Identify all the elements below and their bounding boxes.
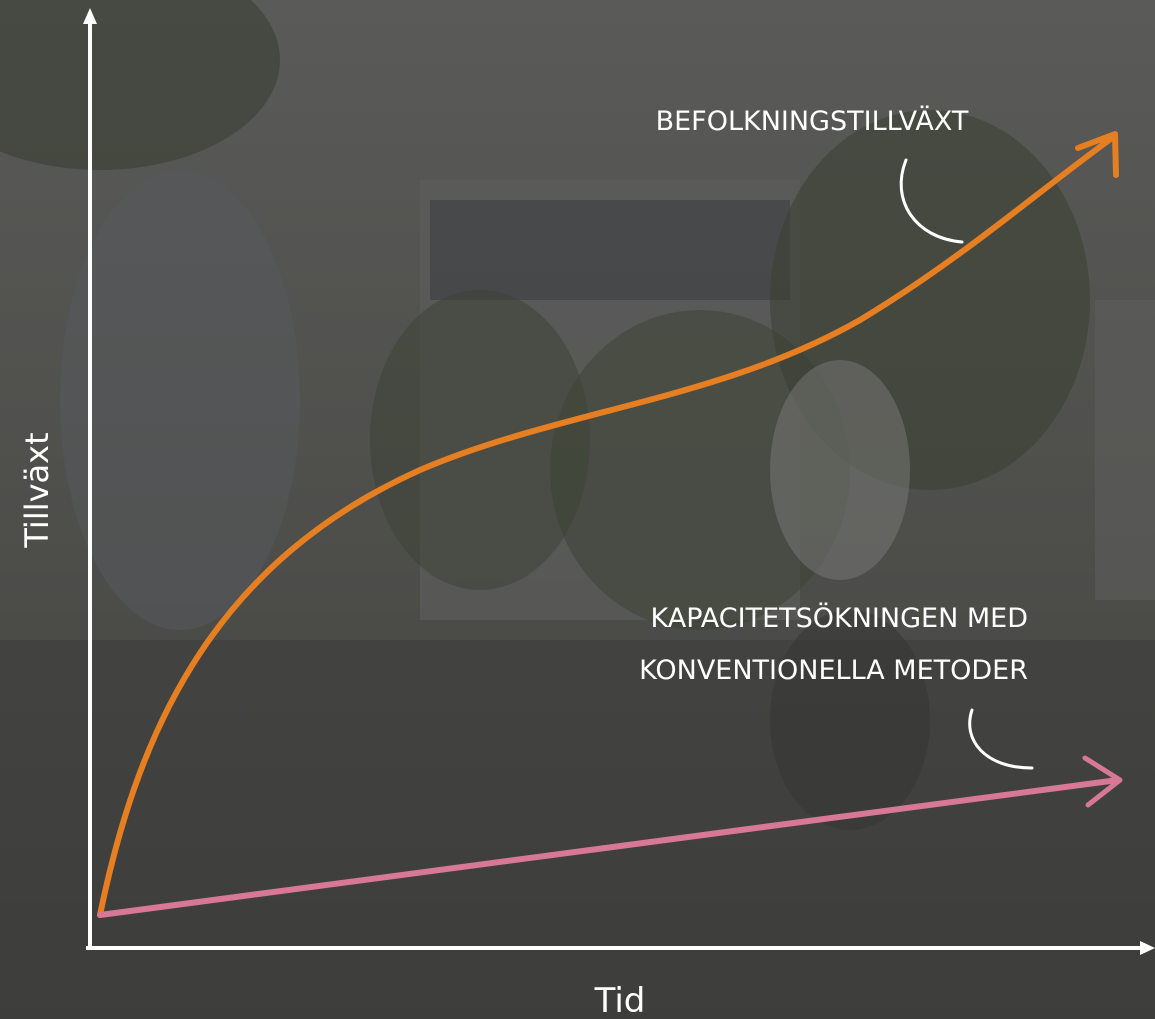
page: BEFOLKNINGSTILLVÄXT KAPACITETSÖKNINGEN M… bbox=[0, 0, 1155, 1019]
capacity-label: KONVENTIONELLA METODER bbox=[639, 655, 1028, 686]
capacity-label: KAPACITETSÖKNINGEN MED bbox=[651, 602, 1028, 634]
diagram: BEFOLKNINGSTILLVÄXT KAPACITETSÖKNINGEN M… bbox=[0, 0, 1155, 1019]
population-label: BEFOLKNINGSTILLVÄXT bbox=[656, 105, 969, 137]
x-axis-label: Tid bbox=[594, 981, 646, 1019]
background-photo bbox=[0, 0, 1155, 1019]
y-axis-label: Tillväxt bbox=[18, 432, 56, 548]
